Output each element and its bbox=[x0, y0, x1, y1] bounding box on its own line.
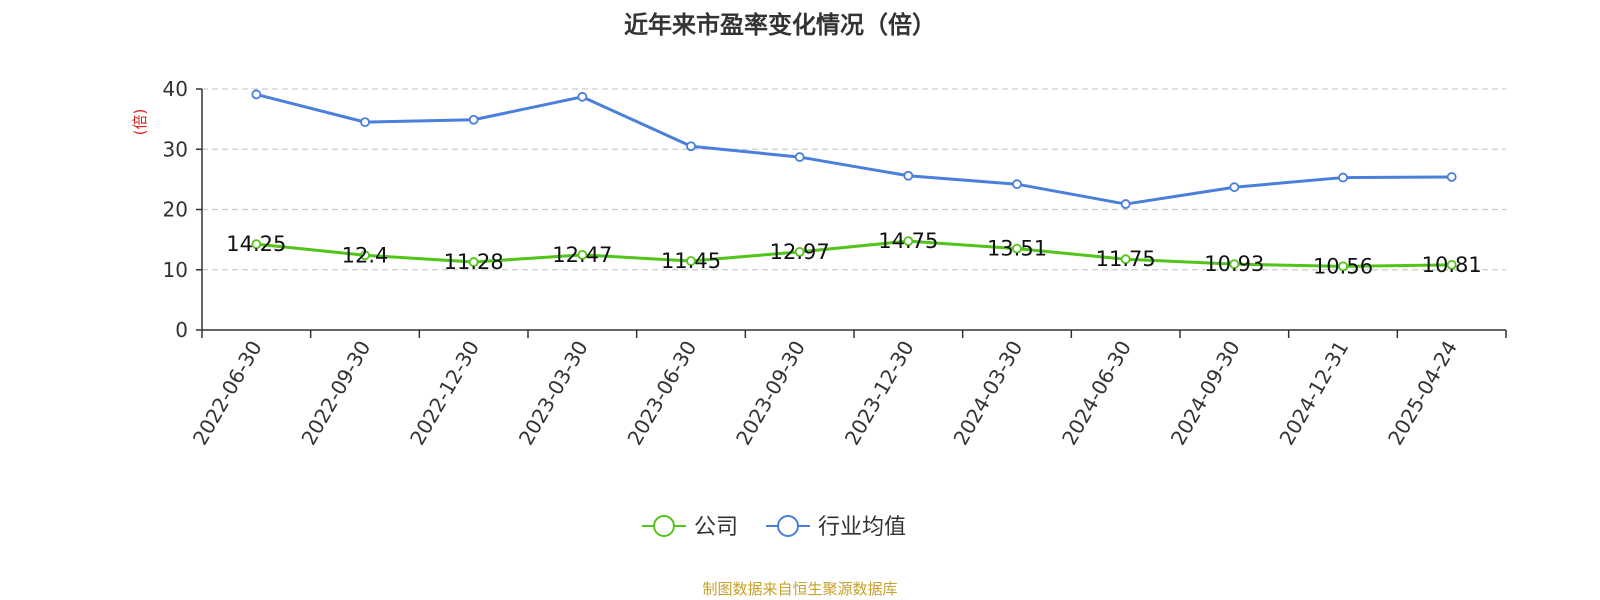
data-point bbox=[1120, 199, 1131, 209]
y-tick-label: 0 bbox=[175, 318, 188, 342]
data-point bbox=[468, 257, 479, 267]
series-line bbox=[256, 239, 1452, 268]
series-line bbox=[255, 92, 1452, 206]
data-label: 11.45 bbox=[661, 249, 721, 273]
data-point bbox=[903, 170, 914, 181]
data-point bbox=[686, 141, 696, 152]
legend-label: 公司 bbox=[694, 515, 738, 540]
x-tick-label: 2024-09-30 bbox=[1166, 337, 1245, 450]
y-tick-label: 10 bbox=[163, 258, 188, 282]
data-label: 10.56 bbox=[1313, 254, 1373, 278]
data-point bbox=[1012, 243, 1022, 254]
data-point bbox=[577, 249, 588, 260]
data-point bbox=[1338, 172, 1348, 183]
data-point bbox=[1012, 179, 1022, 190]
series-lines bbox=[251, 89, 1457, 272]
data-point bbox=[1229, 259, 1240, 270]
x-tick-label: 2022-09-30 bbox=[296, 337, 375, 450]
data-label: 10.93 bbox=[1204, 252, 1264, 276]
data-point bbox=[1229, 182, 1240, 193]
data-point bbox=[794, 152, 805, 162]
legend: 公司 行业均值 bbox=[642, 515, 906, 540]
x-tick-label: 2024-03-30 bbox=[948, 337, 1027, 450]
x-tick-label: 2023-06-30 bbox=[622, 337, 701, 450]
data-point bbox=[1338, 261, 1348, 272]
y-tick-label: 40 bbox=[163, 77, 188, 101]
data-label: 11.75 bbox=[1096, 247, 1156, 271]
x-tick-label: 2022-12-30 bbox=[405, 336, 484, 449]
legend-swatch-marker bbox=[777, 515, 799, 537]
data-point bbox=[1120, 254, 1131, 265]
data-labels: 14.25 12.4 11.28 12.47 11.45 12.97 14.75 13.51 1… bbox=[226, 229, 1481, 278]
data-label: 12.4 bbox=[342, 243, 389, 267]
x-tick-label: 2023-03-30 bbox=[514, 337, 593, 450]
data-label: 12.47 bbox=[552, 243, 612, 267]
x-tick-label: 2022-06-30 bbox=[188, 337, 267, 450]
data-point bbox=[468, 114, 479, 125]
data-point bbox=[251, 89, 262, 100]
data-label: 12.97 bbox=[770, 240, 830, 264]
data-point bbox=[577, 91, 588, 102]
data-point bbox=[251, 239, 262, 250]
data-label: 13.51 bbox=[987, 237, 1047, 261]
data-point bbox=[686, 256, 696, 266]
data-label: 10.81 bbox=[1422, 253, 1482, 277]
legend-label: 行业均值 bbox=[818, 515, 906, 540]
data-label: 14.25 bbox=[226, 232, 286, 256]
y-tick-label: 30 bbox=[163, 137, 188, 161]
x-tick-label: 2024-06-30 bbox=[1057, 337, 1136, 450]
x-tick-label: 2023-12-30 bbox=[840, 336, 919, 449]
chart-title: 近年来市盈率变化情况（倍） bbox=[624, 11, 936, 39]
data-source-note: 制图数据来自恒生聚源数据库 bbox=[702, 580, 898, 598]
y-tick-label: 20 bbox=[163, 198, 188, 222]
x-tick-label: 2025-04-24 bbox=[1383, 337, 1462, 450]
data-point bbox=[1446, 259, 1457, 270]
x-tick-label: 2023-09-30 bbox=[731, 337, 810, 450]
x-axis: 2022-06-30 2022-09-30 2022-12-30 2023-03-30… bbox=[188, 329, 1507, 450]
y-axis: 0 10 20 30 40 bbox=[163, 77, 203, 342]
y-axis-label: (倍) bbox=[131, 109, 149, 136]
x-tick-label: 2024-12-31 bbox=[1274, 337, 1353, 450]
legend-swatch-marker bbox=[653, 515, 675, 537]
data-point bbox=[794, 246, 805, 257]
data-label: 11.28 bbox=[444, 250, 504, 274]
data-label: 14.75 bbox=[878, 229, 938, 253]
grid-lines bbox=[202, 88, 1506, 271]
data-point bbox=[1446, 172, 1457, 182]
data-point bbox=[360, 117, 370, 128]
data-point bbox=[903, 236, 914, 247]
data-point bbox=[360, 250, 370, 261]
